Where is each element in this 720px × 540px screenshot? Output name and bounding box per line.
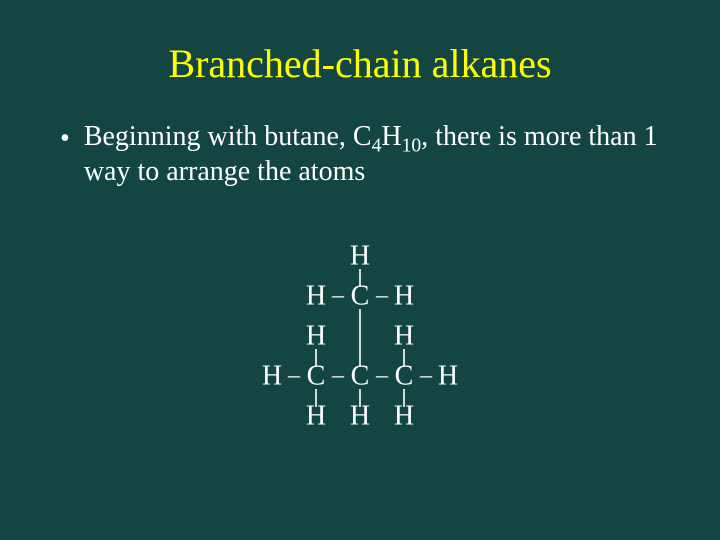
atom-h-top: H [350,240,370,271]
formula-sub-1: 4 [372,136,382,157]
horizontal-bond: – [375,283,389,309]
horizontal-bond: – [287,363,301,389]
atom-h-r3-0: H [262,360,282,391]
horizontal-bond: – [375,363,389,389]
molecule-structure: ––––––HHCHHHHCCCHHHH [0,238,720,443]
horizontal-bond: – [331,283,345,309]
atom-h-r4-3: H [394,400,414,431]
atom-h-r3-4: H [438,360,458,391]
atom-h-r2l: H [306,320,326,351]
bullet-marker: • [60,121,70,156]
bullet-item: • Beginning with butane, C4H10, there is… [60,119,670,189]
formula-mid: H [381,121,401,152]
atom-c-r3-3: C [395,360,414,391]
atom-h-r4-2: H [350,400,370,431]
atom-h-r1l: H [306,280,326,311]
atom-h-r2r: H [394,320,414,351]
slide-title: Branched-chain alkanes [50,40,670,87]
formula-sub-2: 10 [402,136,422,157]
horizontal-bond: – [331,363,345,389]
atom-h-r1r: H [394,280,414,311]
bullet-text-1: Beginning with butane, C [84,121,372,152]
atom-h-r4-1: H [306,400,326,431]
slide: Branched-chain alkanes • Beginning with … [0,0,720,540]
molecule-svg: ––––––HHCHHHHCCCHHHH [242,238,478,443]
atom-c-r3-1: C [307,360,326,391]
bullet-text: Beginning with butane, C4H10, there is m… [84,119,670,189]
atom-c-r3-2: C [351,360,370,391]
atom-c-r1: C [351,280,370,311]
horizontal-bond: – [419,363,433,389]
